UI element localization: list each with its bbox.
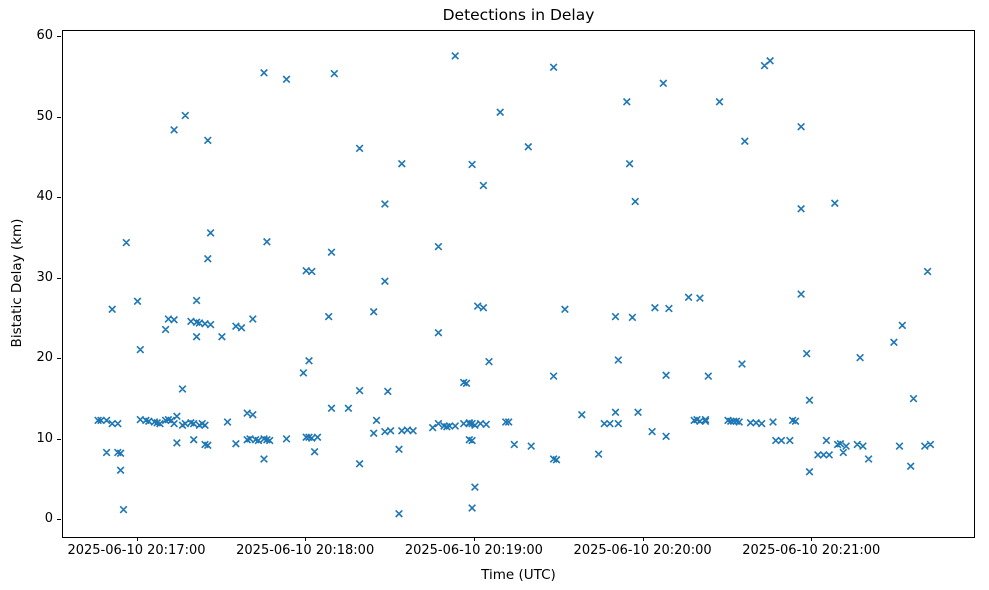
y-tick-mark bbox=[57, 438, 61, 440]
x-tick-mark bbox=[305, 537, 307, 541]
y-tick-mark bbox=[57, 358, 61, 360]
y-tick-label: 10 bbox=[36, 430, 53, 446]
plot-area bbox=[62, 30, 975, 538]
x-tick-mark bbox=[136, 537, 138, 541]
scatter-points bbox=[94, 52, 935, 518]
x-tick-label: 2025-06-10 20:17:00 bbox=[67, 543, 206, 558]
scatter-marker-path bbox=[94, 52, 935, 518]
y-tick-mark bbox=[57, 36, 61, 38]
chart-title: Detections in Delay bbox=[442, 6, 595, 24]
x-tick-label: 2025-06-10 20:20:00 bbox=[573, 543, 712, 558]
x-axis-label: Time (UTC) bbox=[481, 567, 556, 583]
y-tick-mark bbox=[57, 197, 61, 199]
y-tick-label: 40 bbox=[36, 189, 53, 205]
x-tick-label: 2025-06-10 20:21:00 bbox=[742, 543, 881, 558]
y-tick-mark bbox=[57, 116, 61, 118]
y-tick-mark bbox=[57, 519, 61, 521]
y-tick-label: 30 bbox=[36, 269, 53, 285]
x-tick-mark bbox=[811, 537, 813, 541]
x-tick-mark bbox=[473, 537, 475, 541]
y-tick-mark bbox=[57, 277, 61, 279]
y-tick-label: 0 bbox=[44, 511, 53, 527]
y-tick-label: 50 bbox=[36, 108, 53, 124]
y-tick-label: 20 bbox=[36, 350, 53, 366]
y-tick-label: 60 bbox=[36, 28, 53, 44]
x-tick-label: 2025-06-10 20:19:00 bbox=[404, 543, 543, 558]
x-tick-label: 2025-06-10 20:18:00 bbox=[236, 543, 375, 558]
x-tick-mark bbox=[642, 537, 644, 541]
